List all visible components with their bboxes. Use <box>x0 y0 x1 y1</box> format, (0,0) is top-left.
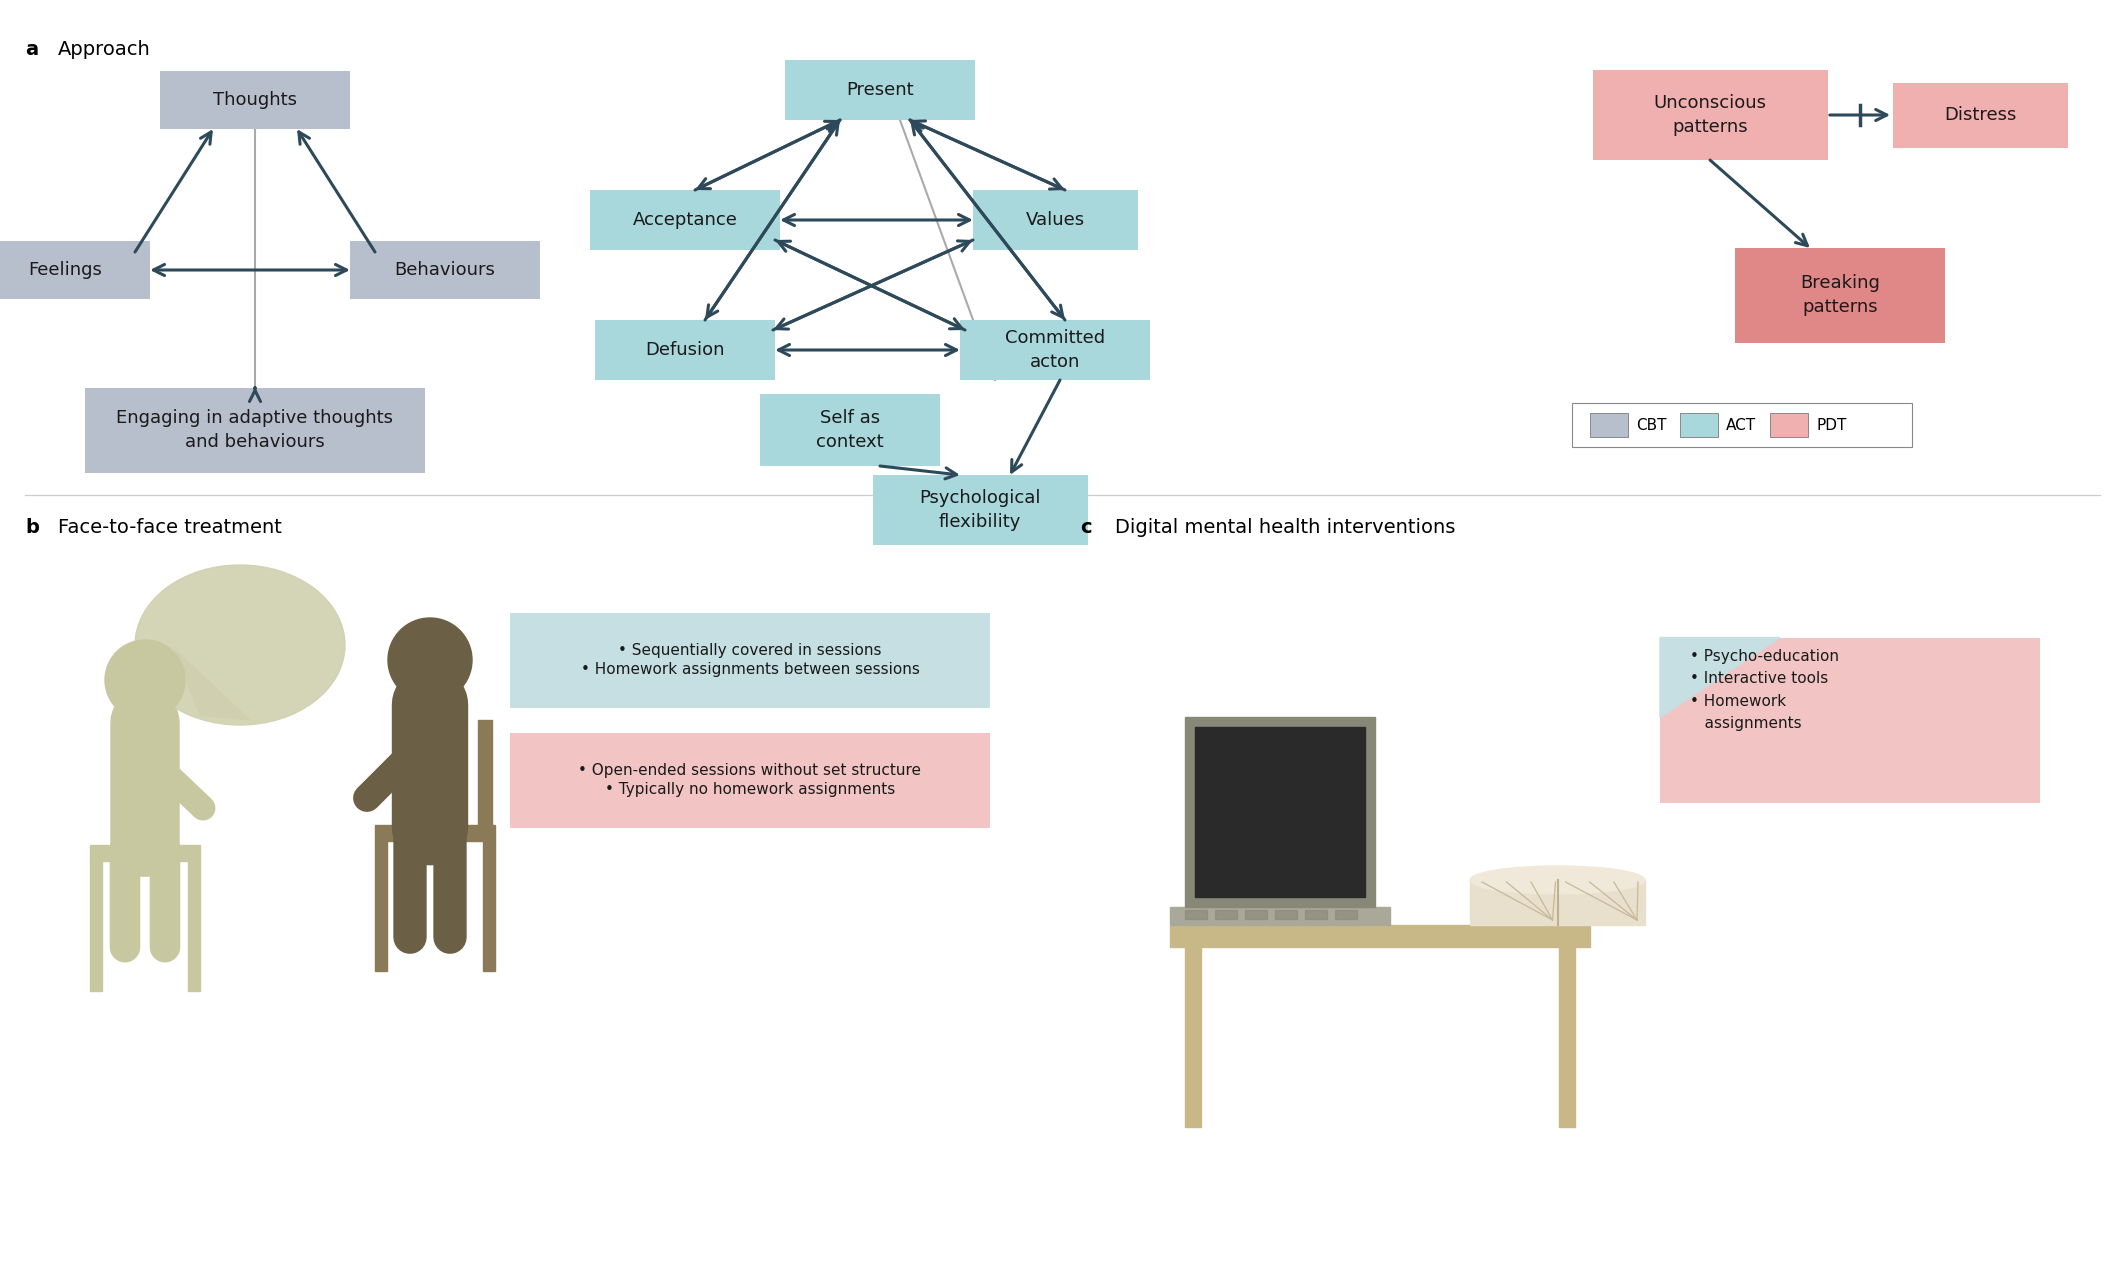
Text: Breaking
patterns: Breaking patterns <box>1800 274 1881 315</box>
Text: Digital mental health interventions: Digital mental health interventions <box>1115 518 1456 537</box>
Bar <box>1185 718 1376 907</box>
Bar <box>1195 728 1365 897</box>
Bar <box>1558 947 1575 1127</box>
Text: PDT: PDT <box>1815 417 1847 433</box>
Ellipse shape <box>1469 866 1645 894</box>
Bar <box>1185 910 1208 919</box>
Bar <box>89 861 102 991</box>
Bar <box>484 841 495 971</box>
Bar <box>1185 947 1202 1127</box>
Bar <box>1469 880 1645 926</box>
FancyArrowPatch shape <box>166 772 204 808</box>
Text: Thoughts: Thoughts <box>212 91 297 108</box>
FancyBboxPatch shape <box>1892 82 2068 148</box>
Text: b: b <box>25 518 38 537</box>
Text: Distress: Distress <box>1945 106 2017 124</box>
Bar <box>1276 910 1297 919</box>
Text: Unconscious
patterns: Unconscious patterns <box>1654 95 1766 136</box>
Text: Approach: Approach <box>57 40 151 59</box>
Text: Self as
context: Self as context <box>815 410 883 450</box>
FancyBboxPatch shape <box>510 733 989 827</box>
Text: Behaviours: Behaviours <box>395 261 495 279</box>
Bar <box>1306 910 1327 919</box>
FancyBboxPatch shape <box>1734 247 1945 343</box>
FancyBboxPatch shape <box>1660 638 2040 802</box>
Text: Present: Present <box>847 81 913 100</box>
Bar <box>1170 907 1391 926</box>
Polygon shape <box>174 649 251 720</box>
FancyBboxPatch shape <box>873 475 1087 545</box>
Text: Psychological
flexibility: Psychological flexibility <box>919 489 1040 531</box>
Text: Defusion: Defusion <box>645 340 724 359</box>
Text: Face-to-face treatment: Face-to-face treatment <box>57 518 282 537</box>
Text: • Open-ended sessions without set structure
• Typically no homework assignments: • Open-ended sessions without set struct… <box>577 763 921 797</box>
FancyBboxPatch shape <box>0 241 151 299</box>
Text: Feelings: Feelings <box>28 261 102 279</box>
Circle shape <box>389 618 471 702</box>
FancyBboxPatch shape <box>1590 414 1628 438</box>
FancyBboxPatch shape <box>1679 414 1718 438</box>
Bar <box>189 861 200 991</box>
Text: a: a <box>25 40 38 59</box>
Text: • Psycho-education
• Interactive tools
• Homework
   assignments: • Psycho-education • Interactive tools •… <box>1690 649 1839 731</box>
Text: Values: Values <box>1025 211 1085 230</box>
Polygon shape <box>1660 638 1779 718</box>
Text: CBT: CBT <box>1637 417 1667 433</box>
FancyBboxPatch shape <box>85 387 425 473</box>
FancyBboxPatch shape <box>1592 71 1828 160</box>
Text: ACT: ACT <box>1726 417 1756 433</box>
Text: • Sequentially covered in sessions
• Homework assignments between sessions: • Sequentially covered in sessions • Hom… <box>580 643 919 677</box>
FancyBboxPatch shape <box>159 71 350 129</box>
Bar <box>1170 926 1590 947</box>
Ellipse shape <box>136 565 346 725</box>
Bar <box>1244 910 1267 919</box>
FancyBboxPatch shape <box>1771 414 1809 438</box>
Bar <box>1335 910 1357 919</box>
FancyBboxPatch shape <box>350 241 539 299</box>
Circle shape <box>104 641 185 720</box>
Bar <box>376 825 495 841</box>
Bar <box>1214 910 1238 919</box>
Text: Engaging in adaptive thoughts
and behaviours: Engaging in adaptive thoughts and behavi… <box>117 410 393 450</box>
FancyBboxPatch shape <box>590 190 779 250</box>
FancyBboxPatch shape <box>594 320 775 380</box>
Bar <box>89 845 200 861</box>
Text: Acceptance: Acceptance <box>633 211 737 230</box>
FancyBboxPatch shape <box>760 393 940 467</box>
FancyArrowPatch shape <box>367 757 408 798</box>
Bar <box>478 720 493 840</box>
Text: Committed
acton: Committed acton <box>1004 329 1106 371</box>
FancyBboxPatch shape <box>972 190 1138 250</box>
FancyBboxPatch shape <box>960 320 1151 380</box>
FancyBboxPatch shape <box>786 61 974 120</box>
FancyBboxPatch shape <box>510 613 989 707</box>
Text: c: c <box>1081 518 1091 537</box>
Bar <box>376 841 386 971</box>
